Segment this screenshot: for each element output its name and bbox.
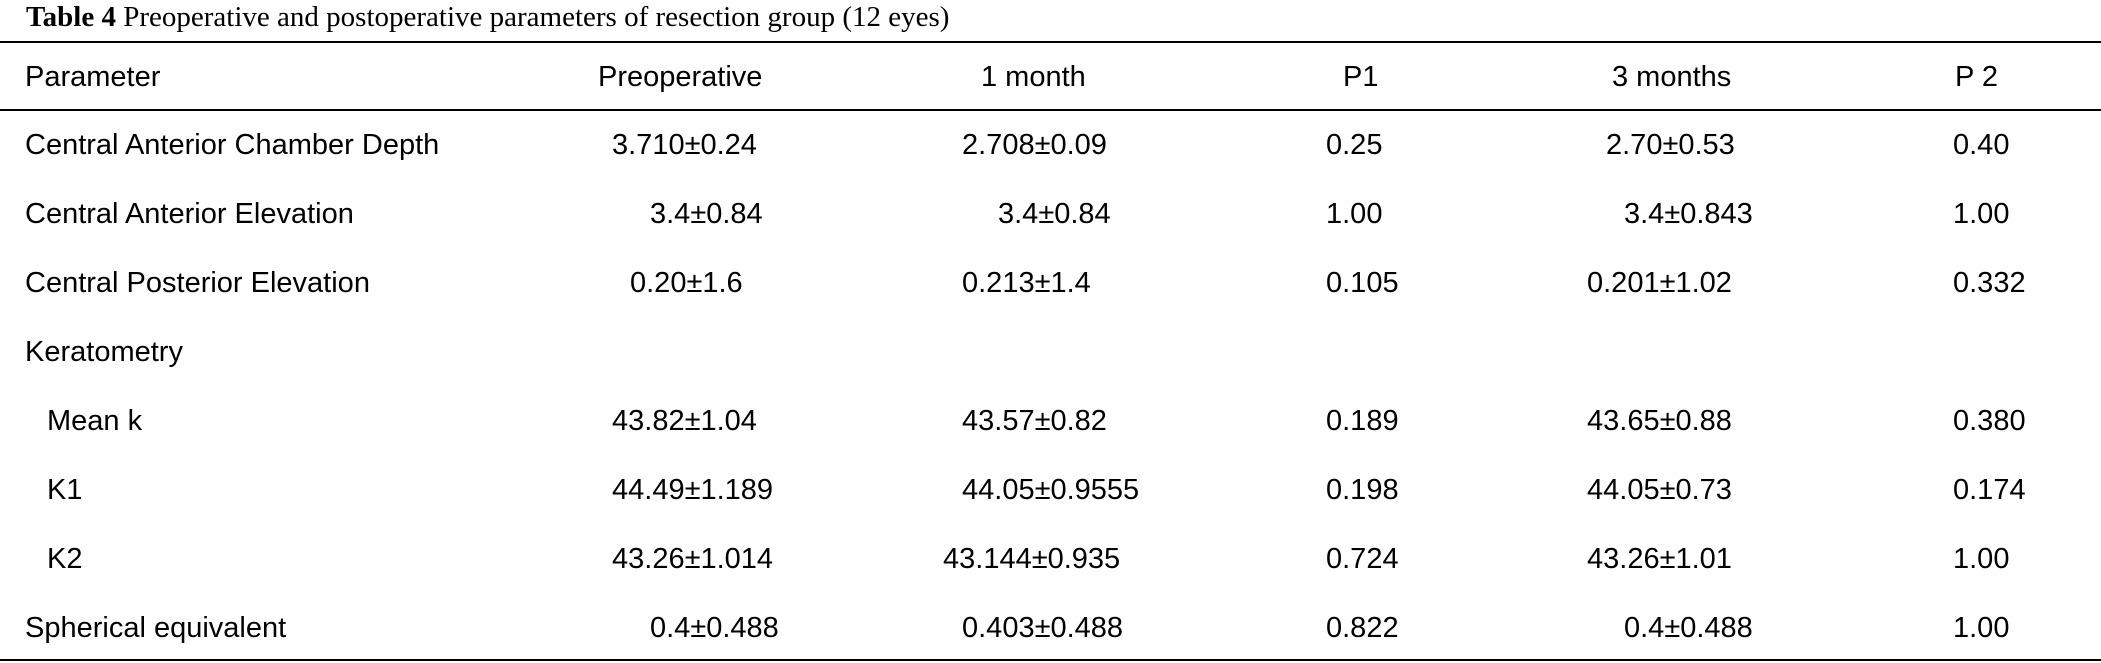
row-5-1-month: 43.57±0.82 (962, 405, 1107, 437)
row-3-p1: 0.105 (1326, 267, 1399, 299)
table-caption: Table 4 Preoperative and postoperative p… (26, 0, 949, 34)
row-1-parameter: Central Anterior Chamber Depth (25, 129, 440, 161)
row-7-3-months: 43.26±1.01 (1587, 543, 1732, 575)
row-5-3-months: 43.65±0.88 (1587, 405, 1732, 437)
row-7-p1: 0.724 (1326, 543, 1399, 575)
header-1-month: 1 month (981, 61, 1086, 93)
table-bottom-rule (0, 659, 2101, 661)
row-5-parameter: Mean k (47, 405, 143, 437)
row-1-3-months: 2.70±0.53 (1606, 129, 1735, 161)
table-caption-text: Preoperative and postoperative parameter… (123, 1, 950, 33)
row-3-parameter: Central Posterior Elevation (25, 267, 370, 299)
row-2-3-months: 3.4±0.843 (1624, 198, 1753, 230)
row-5-p1: 0.189 (1326, 405, 1399, 437)
header-p1: P1 (1343, 61, 1379, 93)
row-2-p1: 1.00 (1326, 198, 1383, 230)
row-2-1-month: 3.4±0.84 (998, 198, 1111, 230)
header-p2: P 2 (1955, 61, 1999, 93)
row-6-preoperative: 44.49±1.189 (612, 474, 774, 506)
row-3-p2: 0.332 (1953, 267, 2026, 299)
row-5-p2: 0.380 (1953, 405, 2026, 437)
header-preoperative: Preoperative (598, 61, 763, 93)
row-1-preoperative: 3.710±0.24 (612, 129, 757, 161)
header-3-months: 3 months (1612, 61, 1732, 93)
row-8-parameter: Spherical equivalent (25, 612, 287, 644)
row-7-1-month: 43.144±0.935 (943, 543, 1121, 575)
row-8-1-month: 0.403±0.488 (962, 612, 1124, 644)
row-3-3-months: 0.201±1.02 (1587, 267, 1732, 299)
row-6-3-months: 44.05±0.73 (1587, 474, 1732, 506)
row-6-1-month: 44.05±0.9555 (962, 474, 1140, 506)
row-1-p2: 0.40 (1953, 129, 2010, 161)
row-6-parameter: K1 (47, 474, 83, 506)
row-7-p2: 1.00 (1953, 543, 2010, 575)
row-6-p2: 0.174 (1953, 474, 2026, 506)
row-8-3-months: 0.4±0.488 (1624, 612, 1753, 644)
header-parameter: Parameter (25, 61, 161, 93)
header-rule (0, 109, 2101, 111)
row-2-preoperative: 3.4±0.84 (650, 198, 763, 230)
table-caption-label: Table 4 (26, 1, 116, 33)
row-1-p1: 0.25 (1326, 129, 1383, 161)
table-top-rule (0, 41, 2101, 43)
row-6-p1: 0.198 (1326, 474, 1399, 506)
row-4-parameter: Keratometry (25, 336, 183, 368)
row-2-parameter: Central Anterior Elevation (25, 198, 354, 230)
row-8-p1: 0.822 (1326, 612, 1399, 644)
row-3-1-month: 0.213±1.4 (962, 267, 1091, 299)
row-7-parameter: K2 (47, 543, 83, 575)
row-2-p2: 1.00 (1953, 198, 2010, 230)
row-7-preoperative: 43.26±1.014 (612, 543, 774, 575)
row-3-preoperative: 0.20±1.6 (630, 267, 743, 299)
row-8-p2: 1.00 (1953, 612, 2010, 644)
row-1-1-month: 2.708±0.09 (962, 129, 1107, 161)
row-5-preoperative: 43.82±1.04 (612, 405, 757, 437)
row-8-preoperative: 0.4±0.488 (650, 612, 779, 644)
